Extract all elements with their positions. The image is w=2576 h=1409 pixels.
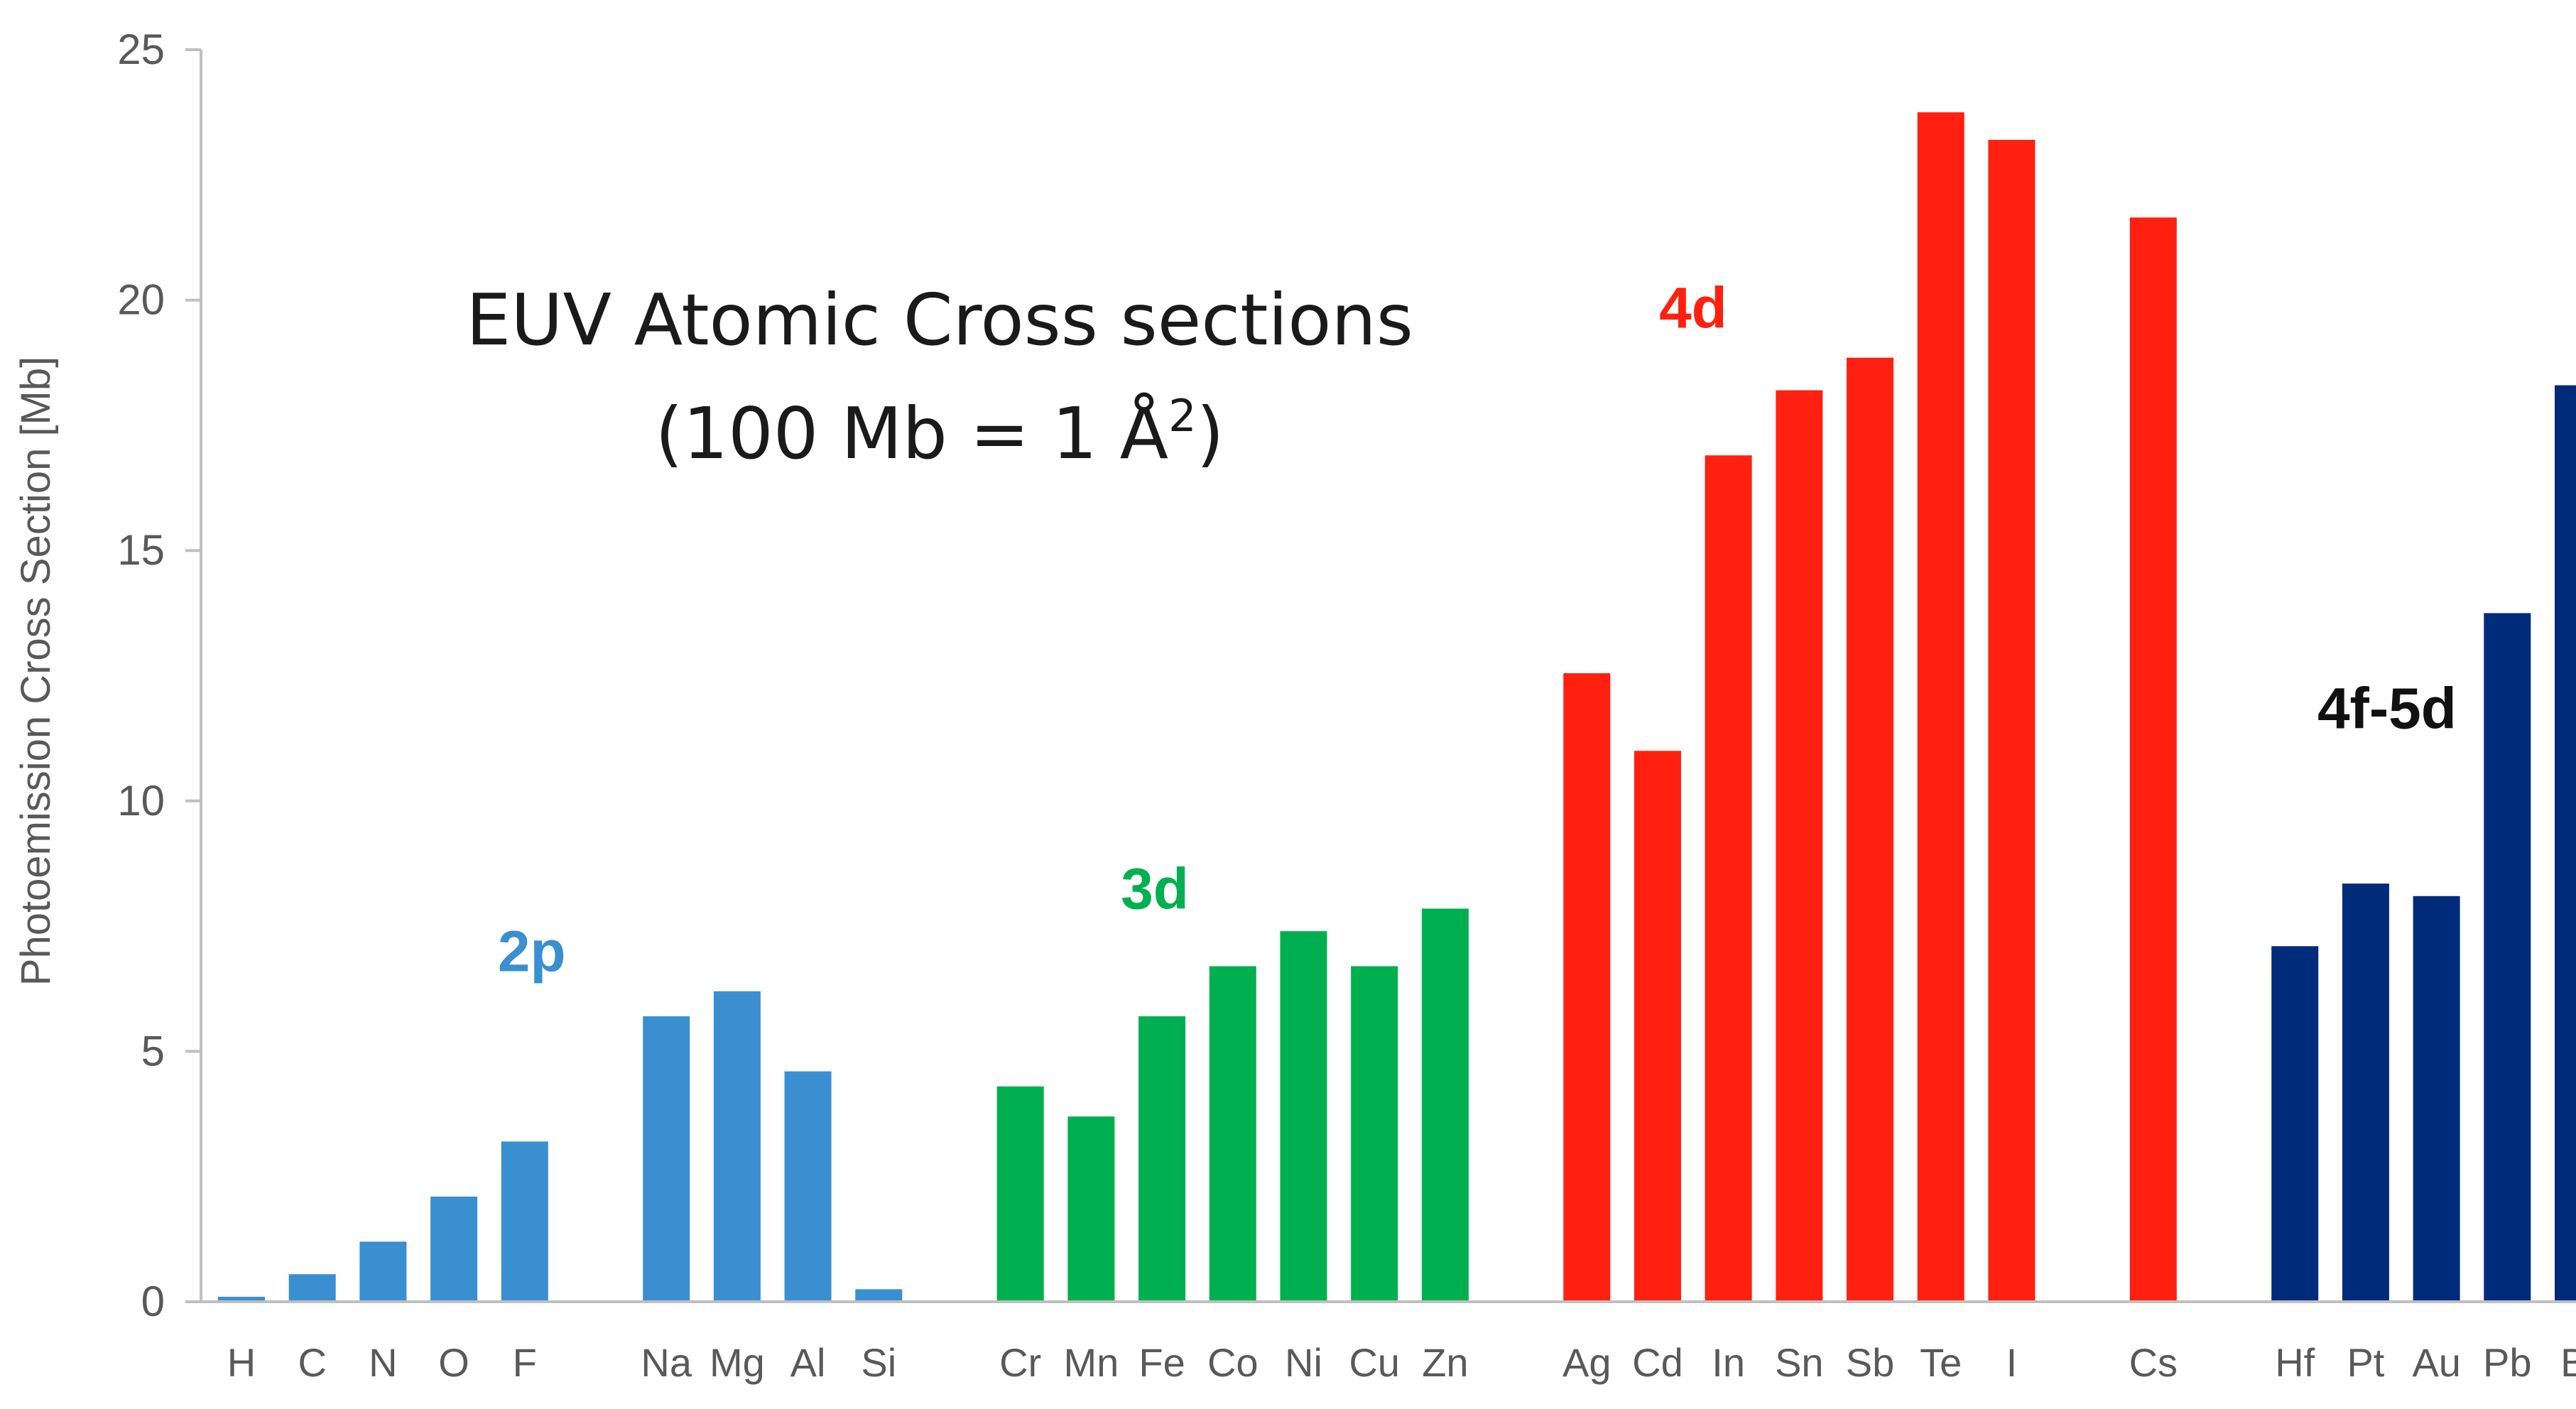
bar-i [1988,139,2036,1302]
x-tick-label-pt: Pt [2347,1340,2384,1385]
bar-cr [996,1086,1044,1302]
bar-c [288,1274,336,1302]
bar-pt [2342,883,2389,1302]
x-tick-label-mg: Mg [710,1340,765,1385]
y-tick-label: 10 [117,777,165,825]
bar-na [643,1016,690,1302]
x-tick-label-si: Si [861,1340,896,1385]
x-tick-labels: H C N O F Na Mg Al Si Cr Mn Fe Co Ni Cu Zn Ag Cd In Sn Sb Te I… [227,1340,2576,1385]
x-tick-label-in: In [1712,1340,1745,1385]
x-tick-label-fe: Fe [1138,1340,1185,1385]
bar-pb [2484,613,2531,1302]
bar-h [218,1296,265,1302]
group-label-4f-5d: 4f-5d [2317,677,2457,741]
bar-ni [1280,931,1327,1302]
x-tick-label-al: Al [790,1340,826,1385]
bar-cu [1351,966,1398,1302]
bar-hf [2271,946,2319,1302]
bar-sn [1776,390,1823,1302]
bar-o [430,1196,478,1302]
x-tick-label-o: O [438,1340,469,1385]
x-tick-label-zn: Zn [1422,1340,1468,1385]
y-tick-label: 5 [141,1027,165,1075]
x-tick-label-na: Na [641,1340,692,1385]
group-labels: 2p 3d 4d 4f-5d [498,276,2457,984]
y-tick-label: 15 [117,526,165,574]
group-label-4d: 4d [1659,276,1727,340]
x-tick-label-bi: Bi [2560,1340,2576,1385]
bar-zn [1421,908,1469,1302]
x-tick-label-i: I [2006,1340,2018,1385]
x-tick-label-c: C [298,1340,326,1385]
chart-title-line2-suffix: ) [1197,392,1224,475]
x-tick-label-hf: Hf [2275,1340,2315,1385]
x-tick-label-cs: Cs [2129,1340,2178,1385]
chart-title-line2-prefix: (100 Mb = 1 Å [655,391,1168,475]
bar-bi [2555,385,2576,1302]
bars-layer [218,112,2576,1302]
y-tick-labels: 0 5 10 15 20 25 [117,26,201,1325]
x-tick-label-pb: Pb [2483,1340,2532,1385]
x-tick-label-ni: Ni [1285,1340,1322,1385]
x-tick-label-au: Au [2412,1340,2461,1385]
x-tick-label-ag: Ag [1563,1340,1612,1385]
bar-te [1917,112,1964,1302]
bar-f [501,1141,548,1302]
group-label-2p: 2p [498,920,566,984]
bar-mg [713,991,761,1302]
chart-title-line1: EUV Atomic Cross sections [466,278,1413,361]
bar-ag [1563,673,1611,1302]
chart-title-line2-superscript: 2 [1168,390,1196,442]
bar-in [1705,455,1752,1302]
bar-si [855,1289,903,1302]
y-tick-label: 0 [141,1278,165,1325]
y-tick-label: 25 [117,26,165,73]
x-tick-label-te: Te [1920,1340,1962,1385]
x-tick-label-cr: Cr [999,1340,1041,1385]
y-axis-label: Photoemission Cross Section [Mb] [13,357,59,986]
bar-co [1209,966,1256,1302]
x-tick-label-cd: Cd [1632,1340,1683,1385]
bar-sb [1847,357,1894,1302]
y-tick-label: 20 [117,276,165,324]
x-tick-label-h: H [227,1340,256,1385]
x-tick-label-sn: Sn [1775,1340,1824,1385]
bar-mn [1067,1116,1115,1302]
x-tick-label-n: N [369,1340,397,1385]
x-tick-label-sb: Sb [1846,1340,1895,1385]
bar-n [359,1241,407,1302]
chart-title-line2: (100 Mb = 1 Å2) [655,390,1224,475]
bar-cs [2129,217,2177,1302]
x-tick-label-f: F [513,1340,537,1385]
x-tick-label-co: Co [1207,1340,1259,1385]
bar-au [2413,896,2460,1302]
x-tick-label-cu: Cu [1349,1340,1400,1385]
bar-fe [1138,1016,1186,1302]
bar-cd [1634,751,1681,1302]
bar-al [784,1071,832,1302]
group-label-3d: 3d [1121,856,1189,921]
x-tick-label-mn: Mn [1063,1340,1119,1385]
